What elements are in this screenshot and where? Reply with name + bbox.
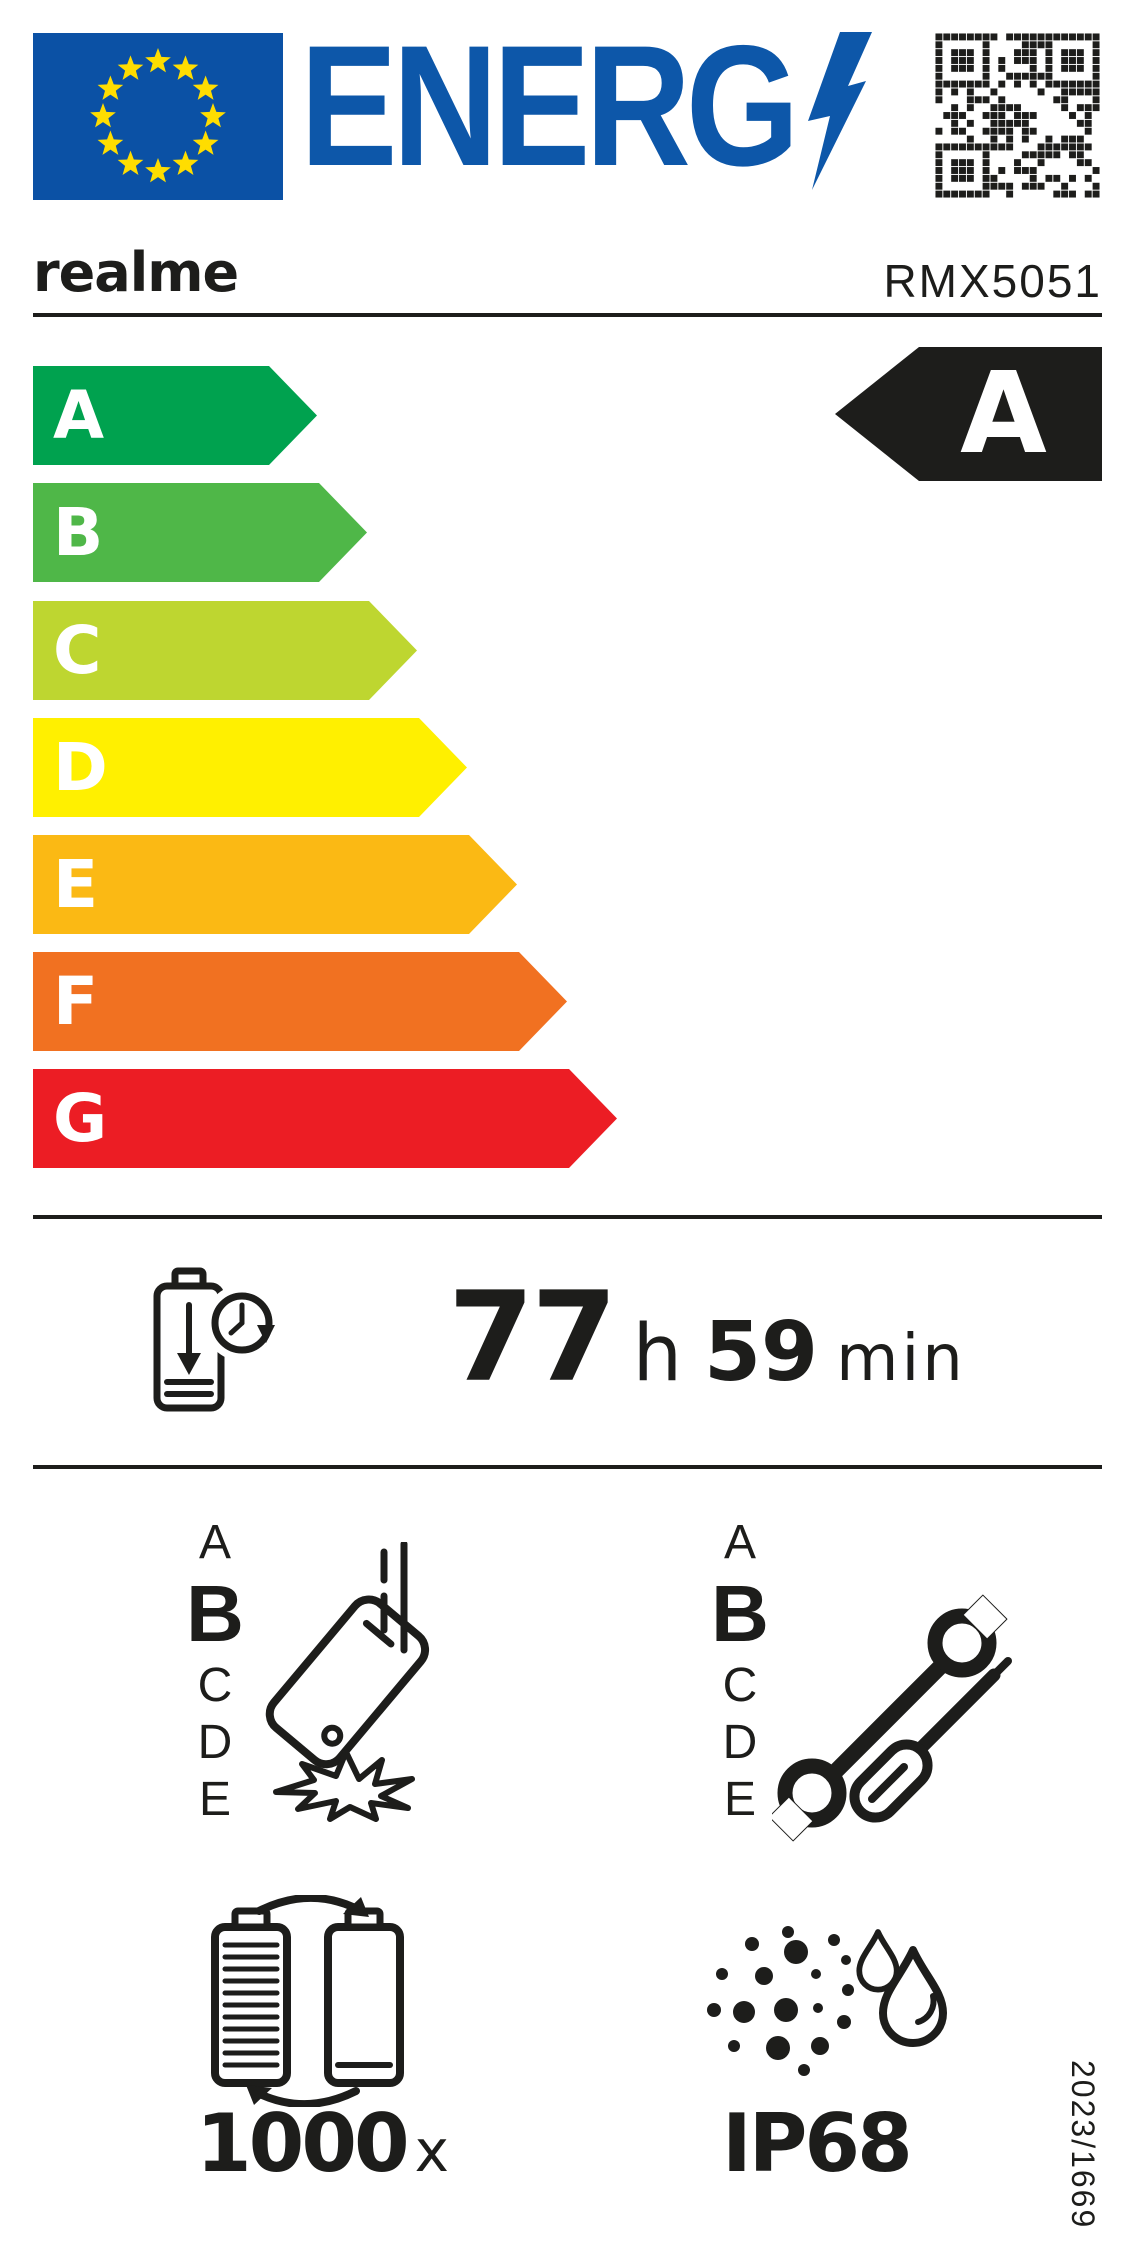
section-divider-1 <box>33 1215 1102 1219</box>
energy-class-letter: E <box>53 845 99 923</box>
energy-class-letter: A <box>53 376 105 454</box>
endurance-minutes: 59 <box>704 1305 819 1400</box>
eu-flag-icon <box>33 33 283 200</box>
scale-letter: C <box>197 1659 233 1712</box>
section-divider-2 <box>33 1465 1102 1469</box>
energy-class-bar: B <box>33 483 367 582</box>
energy-class-letter: F <box>53 962 99 1040</box>
energy-class-bar: C <box>33 601 417 700</box>
energy-class-letter: D <box>53 728 108 806</box>
energy-class-bar: D <box>33 718 467 817</box>
scale-letter: A <box>198 1516 231 1569</box>
rated-class-arrow: A <box>835 347 1102 481</box>
falling-phone-icon <box>265 1542 430 1822</box>
scale-letter: D <box>197 1716 233 1769</box>
qr-code <box>935 33 1100 198</box>
battery-cycles-icon <box>211 1895 404 2107</box>
battery-cycles-unit: x <box>414 2117 449 2185</box>
endurance-hours-unit: h <box>632 1309 682 1399</box>
battery-endurance-value: 77 h 59 min <box>448 1276 966 1400</box>
energy-class-letter: C <box>53 611 102 689</box>
energy-class-bar: G <box>33 1069 617 1168</box>
brand-divider <box>33 313 1102 317</box>
scale-letter: E <box>198 1773 231 1826</box>
scale-letter: E <box>723 1773 756 1826</box>
rated-class-letter: A <box>960 349 1047 479</box>
scale-letter: A <box>723 1516 756 1569</box>
endurance-hours: 77 <box>448 1266 618 1410</box>
energy-class-bar: E <box>33 835 517 934</box>
scale-letter-selected: B <box>186 1569 244 1658</box>
battery-cycles: 1000 x <box>196 2104 449 2184</box>
battery-cycles-value: 1000 <box>196 2097 410 2190</box>
lightning-icon <box>808 32 872 190</box>
energy-class-bar: F <box>33 952 567 1051</box>
energy-logo-text: ENERG <box>300 10 800 202</box>
energy-class-letter: G <box>53 1079 108 1157</box>
dust-water-icon <box>707 1926 947 2076</box>
ip-rating: IP68 <box>722 2097 913 2190</box>
scale-letter: C <box>722 1659 758 1712</box>
brand-name: realme <box>33 241 239 304</box>
tools-icon <box>772 1594 1012 1842</box>
scale-letter: D <box>722 1716 758 1769</box>
energy-class-bar: A <box>33 366 317 465</box>
ip-rating-value: IP68 <box>722 2097 913 2190</box>
model-number: RMX5051 <box>883 255 1102 307</box>
scale-letter-selected: B <box>711 1569 769 1658</box>
regulation-number: 2023/1669 <box>1065 2060 1101 2230</box>
endurance-minutes-unit: min <box>836 1322 966 1396</box>
battery-endurance-icon <box>153 1267 276 1412</box>
energy-class-letter: B <box>53 493 104 571</box>
